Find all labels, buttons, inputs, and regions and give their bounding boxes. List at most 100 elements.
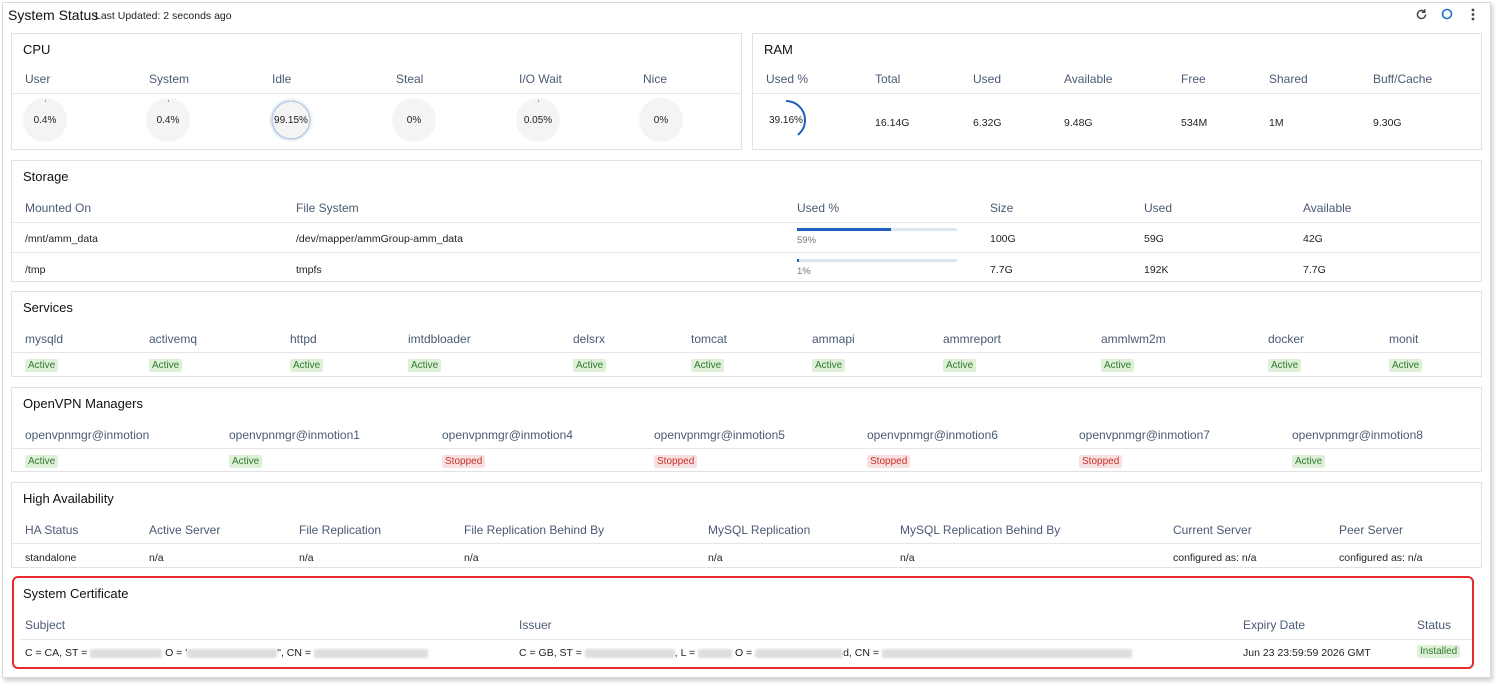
storage-available: 42G xyxy=(1303,233,1323,245)
ha-panel: High Availability HA Status standalone Act… xyxy=(11,482,1482,568)
ram-panel: RAM Used % Total Used Available Free Sha… xyxy=(752,33,1482,150)
cpu-label-user: User xyxy=(25,72,51,86)
storage-size: 100G xyxy=(990,233,1016,245)
ram-value-total: 16.14G xyxy=(875,117,910,129)
ha-value: n/a xyxy=(464,552,479,564)
status-badge: Active xyxy=(408,359,442,372)
status-badge: Active xyxy=(573,359,607,372)
redacted-text xyxy=(755,648,844,658)
services-title: Services xyxy=(23,300,73,315)
storage-usage-bar xyxy=(797,228,957,231)
cert-subject: C = CA, ST = O = ' ", CN = xyxy=(25,647,428,659)
ram-label-available: Available xyxy=(1064,72,1113,86)
ha-column-header: MySQL Replication xyxy=(708,523,811,537)
ha-column-header: Active Server xyxy=(149,523,221,537)
cpu-gauge-nice: 0% xyxy=(639,98,683,142)
cpu-label-idle: Idle xyxy=(272,72,292,86)
cert-issuer-part: d, CN = xyxy=(843,647,882,659)
status-badge: Active xyxy=(1101,359,1135,372)
ha-column-header: Current Server xyxy=(1173,523,1252,537)
storage-mount: /mnt/amm_data xyxy=(25,233,98,245)
status-badge: Active xyxy=(1292,455,1326,468)
cert-status-badge: Installed xyxy=(1417,645,1461,658)
storage-fs: /dev/mapper/ammGroup-amm_data xyxy=(296,233,463,245)
circle-icon[interactable] xyxy=(1440,7,1454,21)
more-vert-icon[interactable] xyxy=(1466,7,1480,21)
toolbar-icons xyxy=(1414,7,1480,21)
storage-size: 7.7G xyxy=(990,264,1013,276)
cpu-value-steal: 0% xyxy=(406,114,422,126)
ha-value: n/a xyxy=(299,552,314,564)
storage-available: 7.7G xyxy=(1303,264,1326,276)
status-badge: Active xyxy=(290,359,324,372)
refresh-icon[interactable] xyxy=(1414,7,1428,21)
ha-title: High Availability xyxy=(23,491,114,506)
gauge-arc xyxy=(518,100,558,140)
cpu-title: CPU xyxy=(23,42,51,57)
ha-value: configured as: n/a xyxy=(1339,552,1423,564)
last-updated-text: Last Updated: 2 seconds ago xyxy=(95,10,232,22)
ram-label-free: Free xyxy=(1181,72,1206,86)
system-status-window: System Status Last Updated: 2 seconds ag… xyxy=(2,2,1491,678)
service-name: ammapi xyxy=(812,332,855,346)
cpu-value-user: 0.4% xyxy=(33,114,57,126)
storage-fs: tmpfs xyxy=(296,264,322,276)
storage-col-filesystem: File System xyxy=(296,201,359,215)
cert-subject-part: C = CA, ST = xyxy=(25,647,91,659)
ram-value-used: 6.32G xyxy=(973,117,1002,129)
status-badge: Active xyxy=(149,359,183,372)
cert-col-expiry: Expiry Date xyxy=(1243,618,1306,632)
ha-column-header: Peer Server xyxy=(1339,523,1404,537)
cpu-label-steal: Steal xyxy=(396,72,424,86)
status-badge: Active xyxy=(1268,359,1302,372)
openvpn-title: OpenVPN Managers xyxy=(23,396,143,411)
cpu-label-nice: Nice xyxy=(643,72,668,86)
ha-value: standalone xyxy=(25,552,77,564)
openvpn-manager-name: openvpnmgr@inmotion7 xyxy=(1079,428,1210,442)
storage-usage-fill xyxy=(797,259,799,262)
cert-expiry: Jun 23 23:59:59 2026 GMT xyxy=(1243,647,1371,659)
service-name: ammreport xyxy=(943,332,1002,346)
ram-label-shared: Shared xyxy=(1269,72,1308,86)
openvpn-manager-name: openvpnmgr@inmotion8 xyxy=(1292,428,1423,442)
cpu-value-idle: 99.15% xyxy=(274,114,308,126)
gauge-ring xyxy=(148,100,188,140)
storage-mount: /tmp xyxy=(25,264,46,276)
openvpn-manager-name: openvpnmgr@inmotion xyxy=(25,428,150,442)
cert-col-issuer: Issuer xyxy=(519,618,552,632)
status-badge: Active xyxy=(943,359,977,372)
cpu-gauge-iowait: 0.05% xyxy=(516,98,560,142)
ram-value-used-pct: 39.16% xyxy=(769,114,803,126)
certificate-title: System Certificate xyxy=(23,586,129,601)
service-name: ammlwm2m xyxy=(1101,332,1166,346)
service-name: httpd xyxy=(290,332,317,346)
storage-col-available: Available xyxy=(1303,201,1352,215)
status-badge: Active xyxy=(691,359,725,372)
ram-label-buffcache: Buff/Cache xyxy=(1373,72,1433,86)
ram-label-used-pct: Used % xyxy=(766,72,809,86)
gauge-arc xyxy=(148,100,188,140)
ram-value-free: 534M xyxy=(1181,117,1208,129)
cpu-gauge-steal: 0% xyxy=(392,98,436,142)
status-badge: Active xyxy=(229,455,263,468)
status-badge: Active xyxy=(812,359,846,372)
service-name: delsrx xyxy=(573,332,606,346)
cpu-gauge-idle: 99.15% xyxy=(269,98,313,142)
cpu-value-iowait: 0.05% xyxy=(523,114,553,126)
storage-col-mounted-on: Mounted On xyxy=(25,201,92,215)
storage-col-used-pct: Used % xyxy=(797,201,840,215)
openvpn-manager-name: openvpnmgr@inmotion6 xyxy=(867,428,998,442)
openvpn-manager-name: openvpnmgr@inmotion4 xyxy=(442,428,573,442)
storage-usage-fill xyxy=(797,228,892,231)
cpu-value-system: 0.4% xyxy=(156,114,180,126)
cpu-label-system: System xyxy=(149,72,190,86)
redacted-text xyxy=(313,648,428,658)
redacted-text xyxy=(698,648,733,658)
gauge-ring xyxy=(766,100,806,140)
cpu-value-nice: 0% xyxy=(653,114,669,126)
storage-col-size: Size xyxy=(990,201,1014,215)
ram-value-shared: 1M xyxy=(1269,117,1284,129)
gauge-arc xyxy=(271,100,311,140)
ha-column-header: File Replication Behind By xyxy=(464,523,605,537)
gauge-ring xyxy=(271,100,311,140)
